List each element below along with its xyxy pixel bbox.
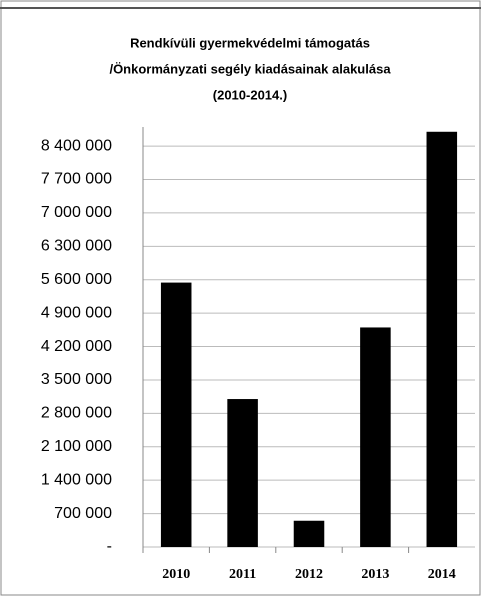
- chart-title: (2010-2014.): [213, 87, 287, 102]
- y-tick-label: 3 500 000: [41, 371, 112, 388]
- y-tick-label: 6 300 000: [41, 238, 112, 255]
- bar: [160, 282, 192, 547]
- x-tick-label: 2013: [361, 567, 389, 582]
- x-tick-label: 2010: [162, 567, 190, 582]
- y-tick-label: 5 600 000: [41, 271, 112, 288]
- y-tick-label: 2 100 000: [41, 438, 112, 455]
- chart-title: /Önkormányzati segély kiadásainak alakul…: [109, 61, 391, 76]
- bar: [426, 131, 458, 548]
- bar: [227, 399, 258, 547]
- bar: [360, 327, 391, 547]
- bar: [293, 520, 325, 547]
- x-tick-label: 2011: [229, 567, 256, 582]
- y-tick-label: 8 400 000: [41, 137, 112, 154]
- x-tick-label: 2014: [428, 567, 456, 582]
- x-tick-label: 2012: [295, 567, 323, 582]
- chart-title: Rendkívüli gyermekvédelmi támogatás: [130, 35, 370, 50]
- y-tick-label: 2 800 000: [41, 405, 112, 422]
- y-tick-label: 1 400 000: [41, 471, 112, 488]
- y-tick-label: 7 000 000: [41, 204, 112, 221]
- y-tick-label: 700 000: [54, 505, 112, 522]
- y-tick-label: 4 900 000: [41, 304, 112, 321]
- y-tick-label: 7 700 000: [41, 171, 112, 188]
- y-tick-label: 4 200 000: [41, 338, 112, 355]
- y-tick-label: -: [107, 538, 112, 555]
